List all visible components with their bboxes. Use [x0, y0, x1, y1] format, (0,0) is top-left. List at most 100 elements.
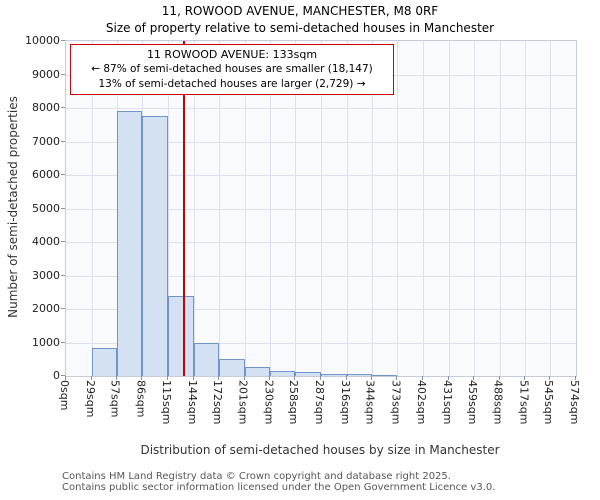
gridline-vertical: [550, 41, 552, 376]
x-tick-label: 230sqm: [262, 380, 276, 425]
histogram-bar: [168, 295, 194, 376]
y-tick-label: 8000: [32, 101, 60, 114]
gridline-vertical: [244, 41, 246, 376]
gridline-vertical: [168, 41, 170, 376]
x-tick-mark: [294, 376, 296, 380]
x-tick-mark: [575, 376, 576, 380]
x-tick-label: 344sqm: [363, 380, 377, 425]
histogram-bar: [116, 111, 143, 376]
gridline-vertical: [473, 41, 475, 376]
histogram-bar: [193, 342, 219, 376]
y-tick-mark: [61, 207, 65, 209]
y-tick-mark: [61, 107, 65, 108]
gridline-vertical: [193, 41, 195, 376]
x-tick-label: 402sqm: [415, 380, 429, 425]
x-tick-label: 201sqm: [236, 380, 250, 425]
x-tick-mark: [243, 376, 245, 380]
y-tick-mark: [61, 40, 65, 41]
x-tick-mark: [167, 376, 169, 380]
x-tick-mark: [472, 376, 474, 380]
chart-title: 11, ROWOOD AVENUE, MANCHESTER, M8 0RF: [161, 4, 439, 18]
x-tick-label: 287sqm: [313, 380, 326, 425]
histogram-bar: [346, 374, 372, 376]
x-tick-label: 316sqm: [338, 380, 352, 425]
annotation-line-1: 11 ROWOOD AVENUE: 133sqm: [146, 48, 318, 61]
x-tick-label: 574sqm: [568, 380, 581, 425]
x-tick-label: 459sqm: [465, 380, 479, 425]
gridline-vertical: [295, 41, 297, 376]
y-tick-mark: [61, 241, 65, 242]
x-axis-label: Distribution of semi-detached houses by …: [140, 443, 500, 457]
x-tick-label: 29sqm: [83, 380, 97, 418]
y-tick-mark: [61, 341, 65, 343]
y-tick-label: 6000: [32, 168, 60, 181]
x-tick-label: 258sqm: [287, 380, 301, 425]
x-tick-label: 172sqm: [210, 380, 224, 425]
x-tick-mark: [217, 376, 219, 380]
attribution-line-2: Contains public sector information licen…: [62, 482, 496, 493]
y-tick-mark: [61, 140, 65, 142]
gridline-vertical: [346, 41, 348, 376]
gridline-vertical: [218, 41, 220, 376]
gridline-vertical: [423, 41, 425, 376]
gridline-vertical: [448, 41, 450, 376]
chart-subtitle: Size of property relative to semi-detach…: [105, 21, 495, 35]
y-tick-label: 7000: [32, 134, 60, 148]
property-size-marker-line: [183, 41, 186, 376]
x-tick-mark: [498, 376, 500, 380]
gridline-vertical: [321, 41, 322, 376]
x-tick-label: 545sqm: [542, 380, 556, 425]
x-tick-mark: [192, 376, 194, 380]
x-tick-mark: [422, 376, 424, 380]
gridline-vertical: [499, 41, 501, 376]
x-tick-mark: [320, 376, 321, 380]
x-tick-mark: [65, 376, 66, 380]
gridline-vertical: [525, 41, 527, 376]
x-tick-label: 373sqm: [389, 380, 403, 425]
histogram-bar: [218, 359, 245, 376]
gridline-vertical: [270, 41, 272, 376]
y-tick-mark: [61, 73, 65, 75]
attribution-line-1: Contains HM Land Registry data © Crown c…: [62, 471, 451, 482]
x-tick-label: 115sqm: [160, 380, 174, 425]
plot-area: 11 ROWOOD AVENUE: 133sqm ← 87% of semi-d…: [65, 40, 577, 377]
y-tick-label: 3000: [32, 268, 60, 282]
x-tick-label: 57sqm: [108, 380, 122, 418]
x-tick-label: 488sqm: [491, 380, 505, 425]
annotation-box: 11 ROWOOD AVENUE: 133sqm ← 87% of semi-d…: [70, 44, 394, 95]
x-tick-mark: [269, 376, 271, 380]
annotation-line-3: 13% of semi-detached houses are larger (…: [98, 78, 366, 91]
x-tick-mark: [141, 376, 143, 380]
x-tick-mark: [345, 376, 347, 380]
gridline-vertical: [397, 41, 399, 376]
histogram-bar: [270, 370, 296, 376]
histogram-bar: [371, 375, 398, 376]
x-tick-mark: [524, 376, 526, 380]
x-tick-mark: [370, 376, 372, 380]
y-tick-label: 1000: [32, 335, 60, 349]
x-tick-label: 144sqm: [185, 380, 199, 425]
x-tick-label: 0sqm: [58, 380, 71, 411]
x-tick-mark: [90, 376, 92, 380]
histogram-bar: [142, 116, 169, 376]
y-tick-label: 0: [53, 369, 60, 382]
y-tick-mark: [61, 308, 65, 309]
histogram-bar: [91, 347, 117, 376]
gridline-vertical: [371, 41, 373, 376]
histogram-bar: [244, 366, 271, 376]
y-tick-mark: [61, 174, 65, 175]
y-tick-mark: [61, 375, 65, 376]
histogram-bar: [295, 372, 321, 376]
histogram-bar: [321, 373, 347, 376]
gridline-vertical: [91, 41, 93, 376]
y-tick-label: 10000: [25, 34, 60, 47]
x-tick-mark: [549, 376, 551, 380]
y-tick-label: 9000: [32, 67, 60, 81]
x-tick-mark: [396, 376, 398, 380]
x-tick-label: 517sqm: [517, 380, 531, 425]
y-tick-label: 2000: [32, 302, 60, 315]
y-tick-label: 5000: [32, 201, 60, 215]
annotation-line-2: ← 87% of semi-detached houses are smalle…: [91, 63, 373, 76]
x-tick-mark: [115, 376, 117, 380]
